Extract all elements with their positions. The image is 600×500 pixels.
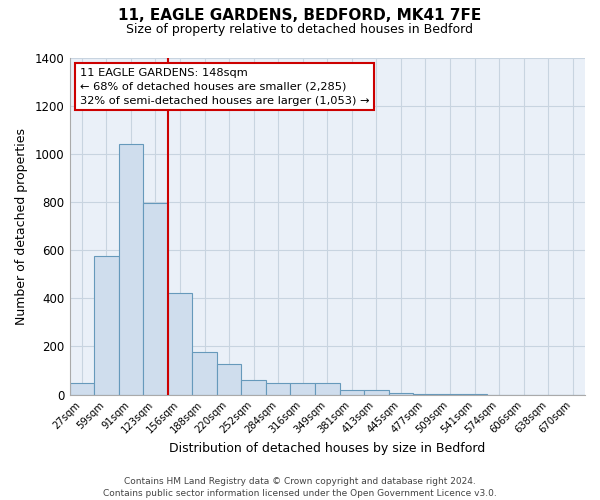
Bar <box>119 144 143 395</box>
Bar <box>340 390 364 394</box>
Bar <box>315 383 340 394</box>
Text: Size of property relative to detached houses in Bedford: Size of property relative to detached ho… <box>127 22 473 36</box>
Text: 11 EAGLE GARDENS: 148sqm
← 68% of detached houses are smaller (2,285)
32% of sem: 11 EAGLE GARDENS: 148sqm ← 68% of detach… <box>80 68 370 106</box>
Bar <box>168 294 192 394</box>
Bar <box>70 382 94 394</box>
X-axis label: Distribution of detached houses by size in Bedford: Distribution of detached houses by size … <box>169 442 485 455</box>
Bar <box>266 382 290 394</box>
Bar <box>94 256 119 394</box>
Bar <box>290 382 315 394</box>
Text: 11, EAGLE GARDENS, BEDFORD, MK41 7FE: 11, EAGLE GARDENS, BEDFORD, MK41 7FE <box>118 8 482 22</box>
Bar <box>192 352 217 395</box>
Text: Contains HM Land Registry data © Crown copyright and database right 2024.
Contai: Contains HM Land Registry data © Crown c… <box>103 476 497 498</box>
Y-axis label: Number of detached properties: Number of detached properties <box>15 128 28 324</box>
Bar <box>143 203 168 394</box>
Bar <box>217 364 241 394</box>
Bar <box>364 390 389 394</box>
Bar <box>241 380 266 394</box>
